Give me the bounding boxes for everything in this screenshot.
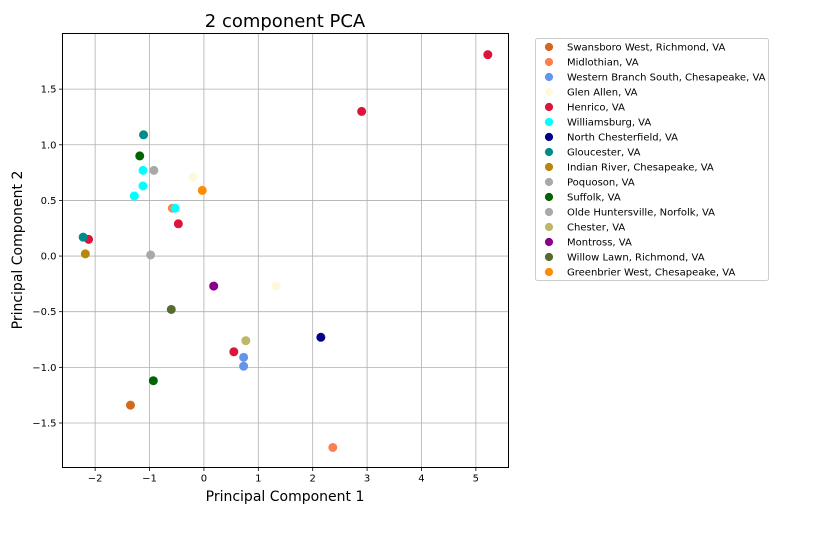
plot-frame — [62, 33, 509, 468]
y-tick-label: 1.0 — [41, 140, 57, 151]
data-point — [125, 400, 135, 410]
y-axis-label: Principal Component 2 — [10, 171, 26, 330]
legend-label: Chester, VA — [567, 223, 625, 234]
legend-label: Midlothian, VA — [567, 58, 639, 69]
x-tick-label: 2 — [310, 474, 316, 485]
legend-marker — [544, 192, 554, 202]
data-point — [209, 281, 219, 291]
grid-lines — [62, 33, 509, 468]
data-point — [166, 304, 176, 314]
y-tick-label: −0.5 — [32, 307, 56, 318]
legend-label: Poquoson, VA — [567, 178, 635, 189]
x-tick-label: 5 — [473, 474, 479, 485]
chart-title: 2 component PCA — [205, 11, 366, 32]
legend-label: Indian River, Chesapeake, VA — [567, 163, 714, 174]
legend-marker — [544, 132, 554, 142]
legend-frame — [535, 38, 769, 281]
legend-label: Western Branch South, Chesapeake, VA — [567, 73, 766, 84]
legend-marker — [544, 102, 554, 112]
legend-marker — [544, 207, 554, 217]
y-tick-label: −1.5 — [32, 418, 56, 429]
legend-marker — [544, 222, 554, 232]
x-tick-label: −1 — [142, 474, 157, 485]
legend-label: Suffolk, VA — [567, 193, 621, 204]
y-tick-label: −1.0 — [32, 363, 56, 374]
x-tick-label: 1 — [255, 474, 261, 485]
x-axis-label: Principal Component 1 — [206, 489, 365, 505]
y-tick-label: 1.5 — [41, 85, 57, 96]
x-tick-label: 0 — [201, 474, 207, 485]
data-point — [229, 347, 239, 357]
data-point — [239, 361, 249, 371]
data-point — [138, 181, 148, 191]
legend-label: Gloucester, VA — [567, 148, 641, 159]
y-axis-ticks: −1.5 −1.0 −0.5 0.0 0.5 1.0 1.5 — [32, 85, 63, 429]
legend-marker — [544, 117, 554, 127]
data-point — [239, 352, 249, 362]
legend-marker — [544, 42, 554, 52]
data-point — [139, 130, 149, 140]
legend-label: Olde Huntersville, Norfolk, VA — [567, 208, 715, 219]
x-tick-label: −2 — [88, 474, 103, 485]
legend-label: Glen Allen, VA — [567, 88, 638, 99]
data-point — [149, 165, 159, 175]
data-point — [197, 185, 207, 195]
x-tick-label: 3 — [364, 474, 370, 485]
legend-marker — [544, 72, 554, 82]
legend-marker — [544, 237, 554, 247]
y-tick-label: 0.0 — [41, 252, 57, 263]
data-point — [138, 165, 148, 175]
data-point — [80, 249, 90, 259]
x-tick-label: 4 — [418, 474, 424, 485]
legend-label: Montross, VA — [567, 238, 632, 249]
legend-marker — [544, 57, 554, 67]
data-point — [173, 219, 183, 229]
data-point — [78, 232, 88, 242]
legend-label: North Chesterfield, VA — [567, 133, 678, 144]
data-point — [188, 172, 198, 182]
data-point — [483, 50, 493, 60]
data-point — [170, 203, 180, 213]
legend-marker — [544, 252, 554, 262]
legend-marker — [544, 162, 554, 172]
legend-label: Greenbrier West, Chesapeake, VA — [567, 268, 735, 279]
legend-label: Williamsburg, VA — [567, 118, 651, 129]
data-point — [316, 332, 326, 342]
data-point — [148, 376, 158, 386]
data-point — [241, 336, 251, 346]
legend-marker — [544, 147, 554, 157]
legend-label: Henrico, VA — [567, 103, 625, 114]
data-point — [135, 151, 145, 161]
legend-label: Willow Lawn, Richmond, VA — [567, 253, 705, 264]
data-point — [357, 106, 367, 116]
data-point — [146, 250, 156, 260]
legend-marker — [544, 177, 554, 187]
x-axis-ticks: −2 −1 0 1 2 3 4 5 — [88, 467, 479, 485]
legend: Swansboro West, Richmond, VA Midlothian, … — [535, 38, 769, 281]
data-point — [271, 281, 281, 291]
legend-marker — [544, 87, 554, 97]
data-points — [78, 50, 493, 452]
legend-label: Swansboro West, Richmond, VA — [567, 43, 725, 54]
legend-marker — [544, 267, 554, 277]
y-tick-label: 0.5 — [41, 196, 57, 207]
data-point — [129, 191, 139, 201]
data-point — [328, 442, 338, 452]
